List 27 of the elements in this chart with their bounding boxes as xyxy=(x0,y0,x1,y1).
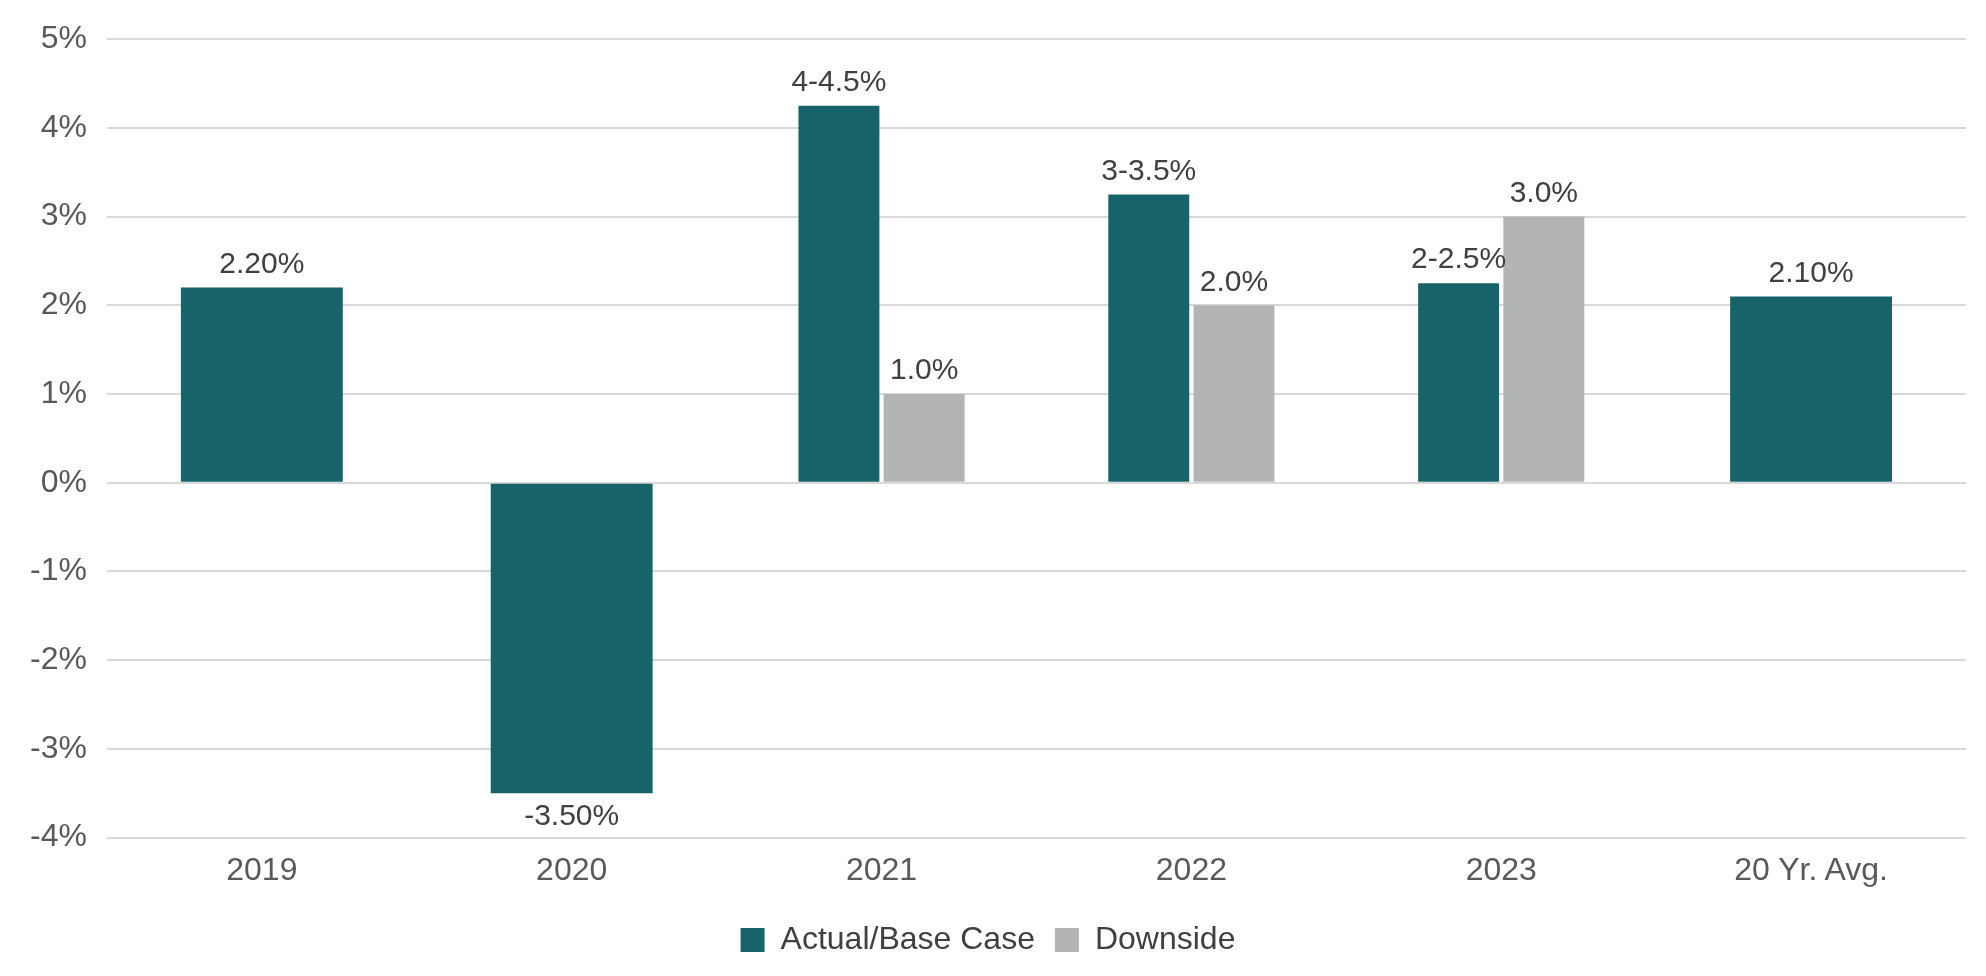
x-tick-label: 2020 xyxy=(536,850,608,887)
y-tick-label: -4% xyxy=(30,817,87,854)
data-label: 2.20% xyxy=(219,245,305,279)
data-label: 4-4.5% xyxy=(791,64,887,97)
y-tick-label: 5% xyxy=(40,19,87,56)
x-tick-label: 2019 xyxy=(226,850,298,887)
data-label: 2-2.5% xyxy=(1411,241,1507,275)
data-label: 3-3.5% xyxy=(1101,152,1197,186)
data-label: 3.0% xyxy=(1509,174,1579,208)
data-label: 2.0% xyxy=(1199,263,1269,297)
y-tick-label: 4% xyxy=(40,107,87,144)
y-tick-label: 2% xyxy=(40,285,87,322)
data-label: 1.0% xyxy=(889,352,959,386)
data-label: -3.50% xyxy=(524,797,620,831)
y-tick-label: -1% xyxy=(30,551,87,588)
x-tick-label: 20 Yr. Avg. xyxy=(1734,850,1888,887)
legend-label: Downside xyxy=(1094,919,1236,956)
y-tick-label: -2% xyxy=(30,640,87,677)
x-tick-label: 2021 xyxy=(845,850,918,887)
y-tick-label: 0% xyxy=(40,462,87,499)
y-tick-label: -3% xyxy=(30,728,87,765)
data-label: 2.10% xyxy=(1768,254,1854,288)
x-tick-label: 2023 xyxy=(1465,850,1537,887)
y-tick-label: 3% xyxy=(40,196,87,233)
y-tick-label: 1% xyxy=(40,373,87,410)
legend-label: Actual/Base Case xyxy=(780,919,1035,956)
x-tick-label: 2022 xyxy=(1155,850,1227,887)
